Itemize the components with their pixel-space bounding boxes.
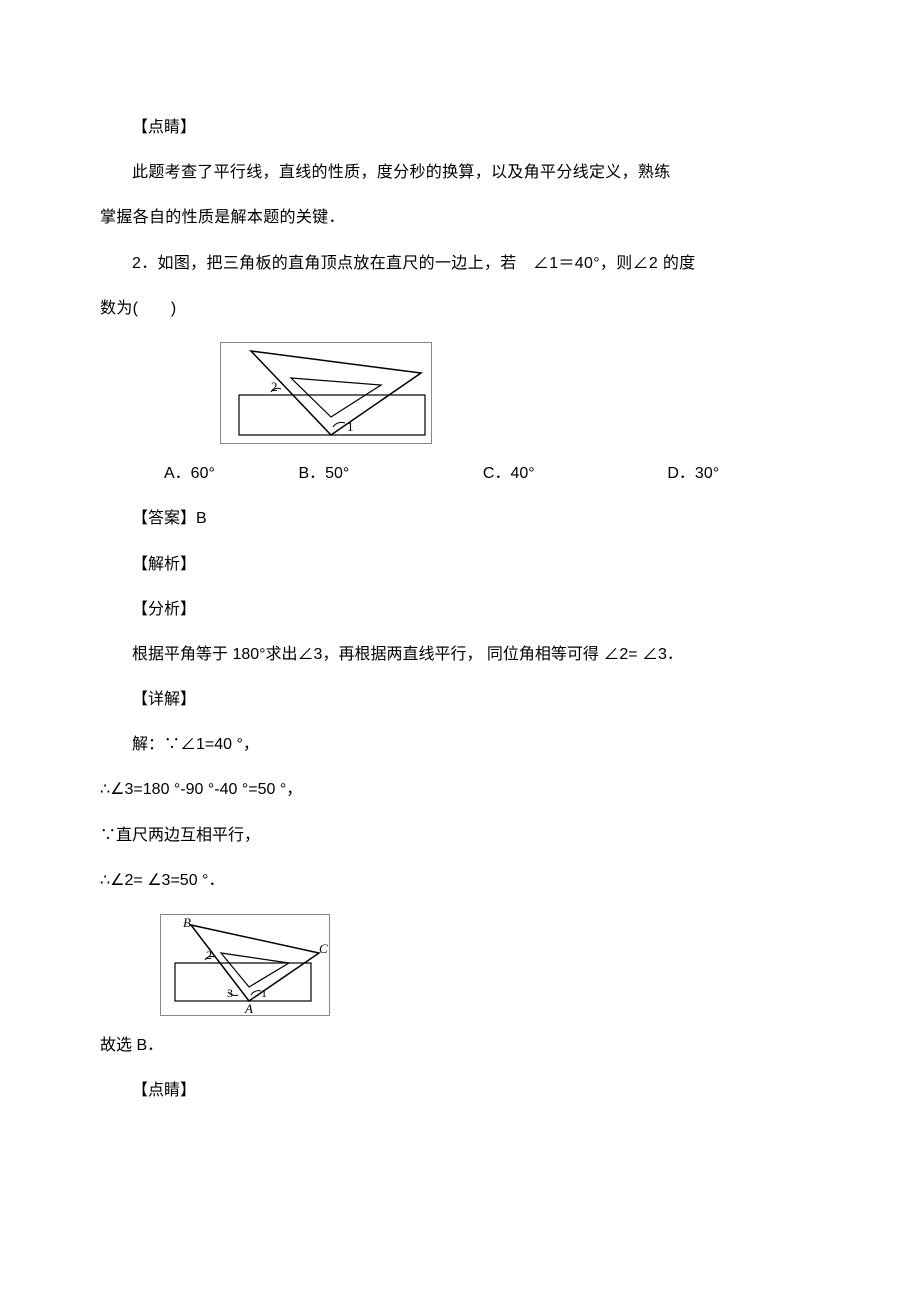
fig2-ruler <box>175 963 311 1001</box>
option-c: C．40° <box>451 456 631 491</box>
fig2-label-1: 1 <box>261 986 267 1000</box>
solution-line-1: 解：∵∠1=40 °， <box>100 727 820 762</box>
page: 【点睛】 此题考查了平行线，直线的性质，度分秒的换算，以及角平分线定义，熟练 掌… <box>0 0 920 1303</box>
dianjing-2-label: 【点睛】 <box>100 1073 820 1108</box>
answer-label: 【答案】B <box>100 501 820 536</box>
dianjing-text-line1: 此题考查了平行线，直线的性质，度分秒的换算，以及角平分线定义，熟练 <box>100 155 820 190</box>
solution-line-3: ∵直尺两边互相平行， <box>100 818 820 853</box>
fig2-label-C: C <box>319 941 328 956</box>
fig2-label-3: 3 <box>227 986 233 1000</box>
figure-1-svg: 2 1 <box>221 343 431 443</box>
fig2-label-2: 2 <box>206 948 212 962</box>
section-dianjing-heading: 【点睛】 <box>100 110 820 145</box>
solution-line-4: ∴∠2= ∠3=50 °． <box>100 863 820 898</box>
xiangjie-label: 【详解】 <box>100 682 820 717</box>
fig1-inner-triangle <box>291 378 381 417</box>
fig1-label-2: 2 <box>271 379 278 394</box>
question-2-stem-line2: 数为( ) <box>100 291 820 326</box>
question-2-figure-1: 2 1 <box>220 342 432 444</box>
fig2-label-A: A <box>244 1001 253 1015</box>
fig1-ruler <box>239 395 425 435</box>
figure-2-svg: B C A 2 3 1 <box>161 915 329 1015</box>
question-2-figure-2: B C A 2 3 1 <box>160 914 330 1016</box>
fig2-label-B: B <box>183 915 191 930</box>
jiexi-label: 【解析】 <box>100 547 820 582</box>
question-2-stem-line1: 2．如图，把三角板的直角顶点放在直尺的一边上，若 ∠1＝40°，则∠2 的度 <box>100 246 820 281</box>
solution-line-2: ∴∠3=180 °-90 °-40 °=50 °， <box>100 772 820 807</box>
fenxi-text: 根据平角等于 180°求出∠3，再根据两直线平行， 同位角相等可得 ∠2= ∠3… <box>100 637 820 672</box>
fig2-inner-triangle <box>221 953 289 987</box>
option-d: D．30° <box>635 456 735 491</box>
fig1-label-1: 1 <box>347 419 354 434</box>
dianjing-text-line2: 掌握各自的性质是解本题的关键． <box>100 200 820 235</box>
fenxi-label: 【分析】 <box>100 592 820 627</box>
conclusion: 故选 B． <box>100 1028 820 1063</box>
question-2-options: A．60° B．50° C．40° D．30° <box>100 456 820 491</box>
option-b: B．50° <box>266 456 446 491</box>
option-a: A．60° <box>132 456 262 491</box>
